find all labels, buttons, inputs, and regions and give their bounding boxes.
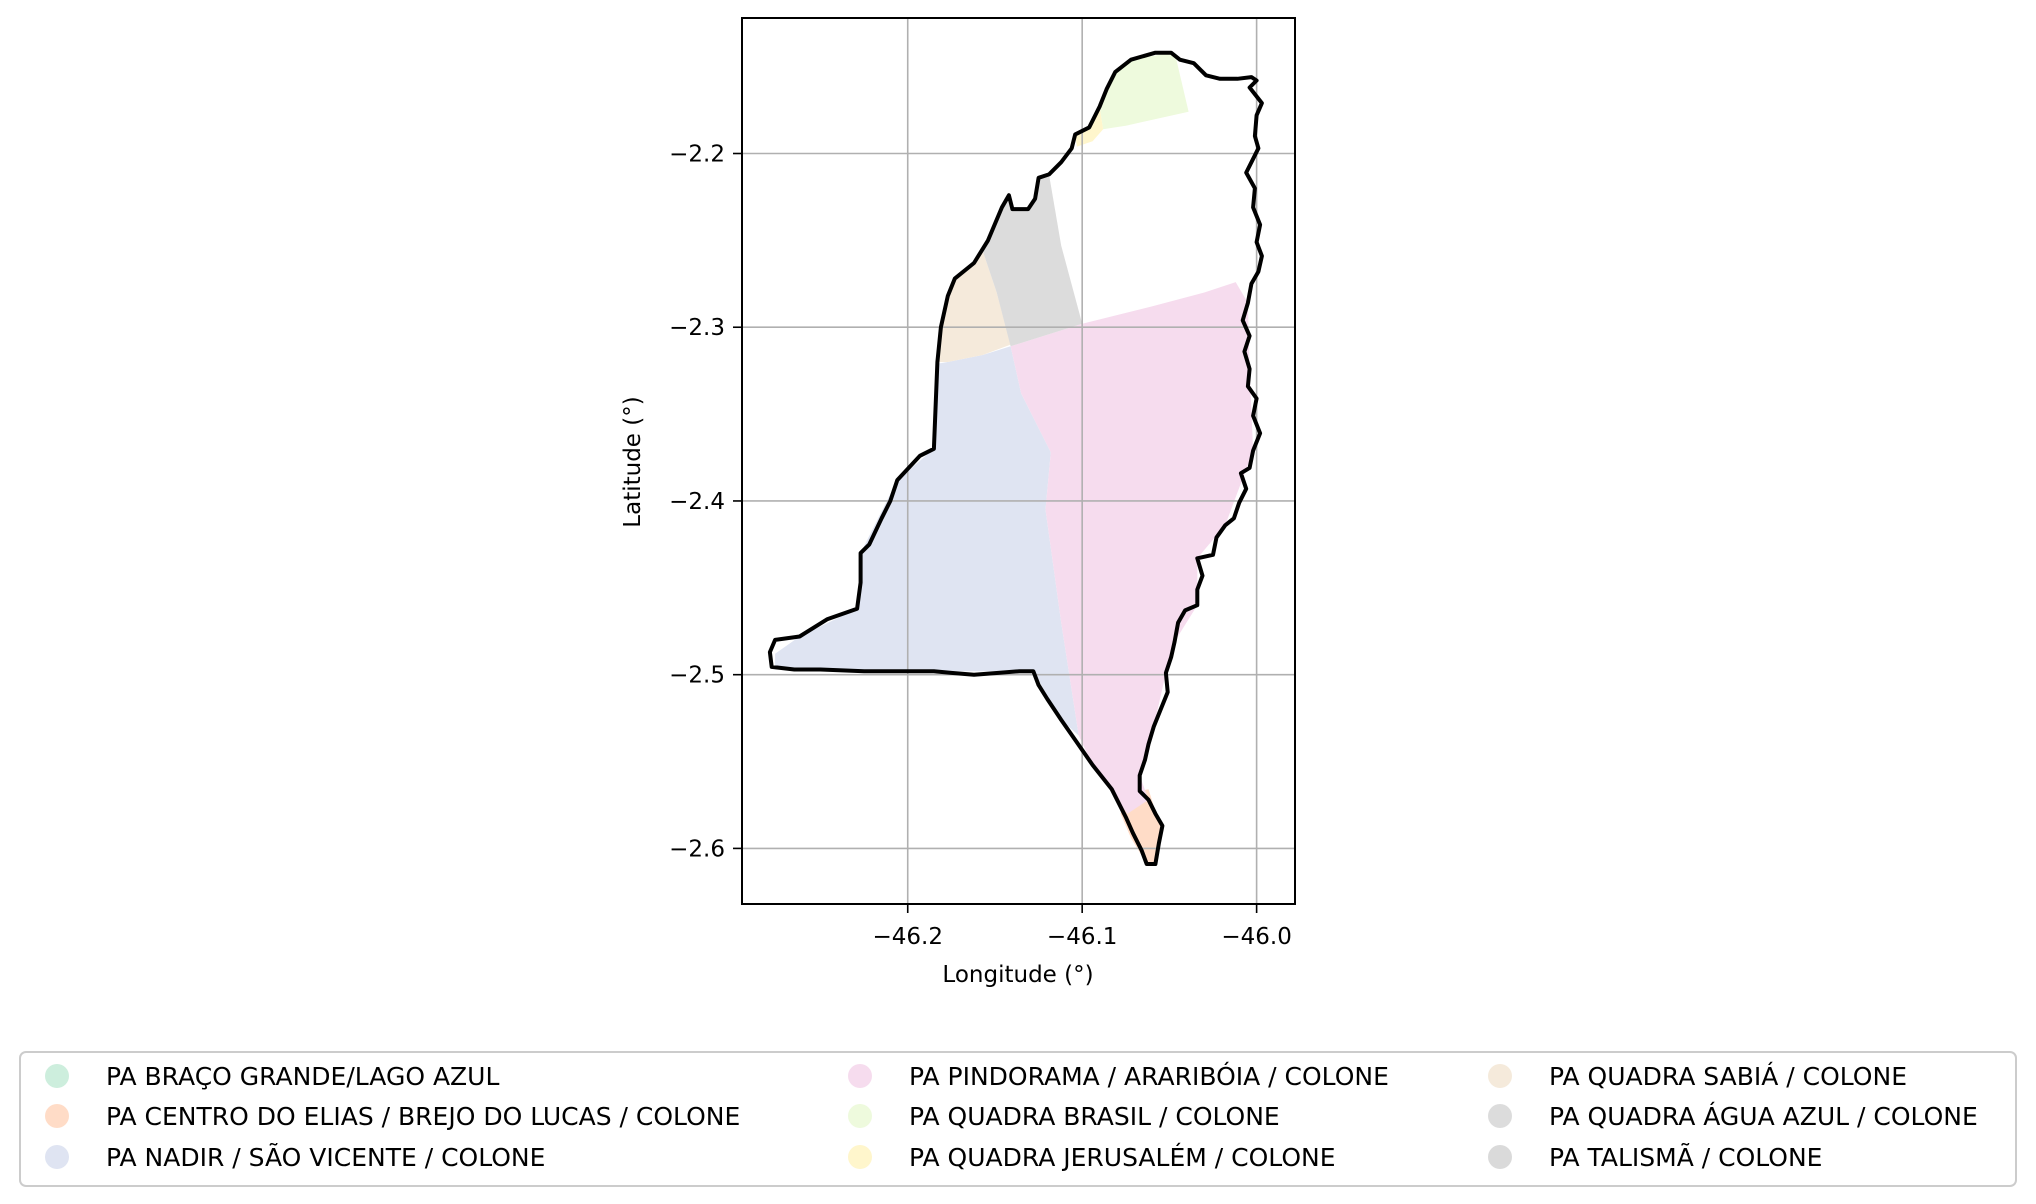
legend-label: PA PINDORAMA / ARARIBÓIA / COLONE xyxy=(909,1061,1389,1091)
x-tick-label: −46.1 xyxy=(1047,924,1117,950)
legend-marker xyxy=(1488,1145,1512,1169)
x-ticks: −46.2 −46.1 −46.0 xyxy=(872,904,1291,950)
x-tick-label: −46.0 xyxy=(1221,924,1291,950)
legend-marker xyxy=(848,1104,872,1128)
x-tick-label: −46.2 xyxy=(872,924,942,950)
legend-marker xyxy=(1488,1104,1512,1128)
legend: PA BRAÇO GRANDE/LAGO AZUL PA CENTRO DO EL… xyxy=(20,1052,2016,1186)
legend-label: PA QUADRA ÁGUA AZUL / COLONE xyxy=(1549,1102,1978,1131)
legend-label: PA CENTRO DO ELIAS / BREJO DO LUCAS / CO… xyxy=(106,1102,740,1131)
legend-label: PA QUADRA SABIÁ / COLONE xyxy=(1549,1062,1907,1091)
region-pa-quadra-brasil-colone xyxy=(1100,53,1189,130)
y-tick-label: −2.5 xyxy=(669,663,725,689)
legend-marker xyxy=(45,1145,69,1169)
legend-label: PA TALISMÃ / COLONE xyxy=(1549,1142,1822,1172)
y-tick-label: −2.6 xyxy=(669,836,725,862)
legend-marker xyxy=(848,1064,872,1088)
legend-marker xyxy=(848,1145,872,1169)
y-tick-label: −2.3 xyxy=(669,315,725,341)
legend-marker xyxy=(45,1104,69,1128)
regions-layer xyxy=(775,53,1253,864)
legend-label: PA QUADRA BRASIL / COLONE xyxy=(909,1102,1280,1131)
y-tick-label: −2.4 xyxy=(669,489,725,515)
y-ticks: −2.2 −2.3 −2.4 −2.5 −2.6 xyxy=(669,142,742,863)
legend-marker xyxy=(45,1064,69,1088)
legend-label: PA NADIR / SÃO VICENTE / COLONE xyxy=(106,1142,545,1172)
y-tick-label: −2.2 xyxy=(669,142,725,168)
legend-marker xyxy=(1488,1064,1512,1088)
legend-label: PA BRAÇO GRANDE/LAGO AZUL xyxy=(106,1062,499,1091)
legend-label: PA QUADRA JERUSALÉM / COLONE xyxy=(909,1143,1336,1172)
x-axis-label: Longitude (°) xyxy=(942,962,1093,988)
y-axis-label: Latitude (°) xyxy=(620,396,646,527)
